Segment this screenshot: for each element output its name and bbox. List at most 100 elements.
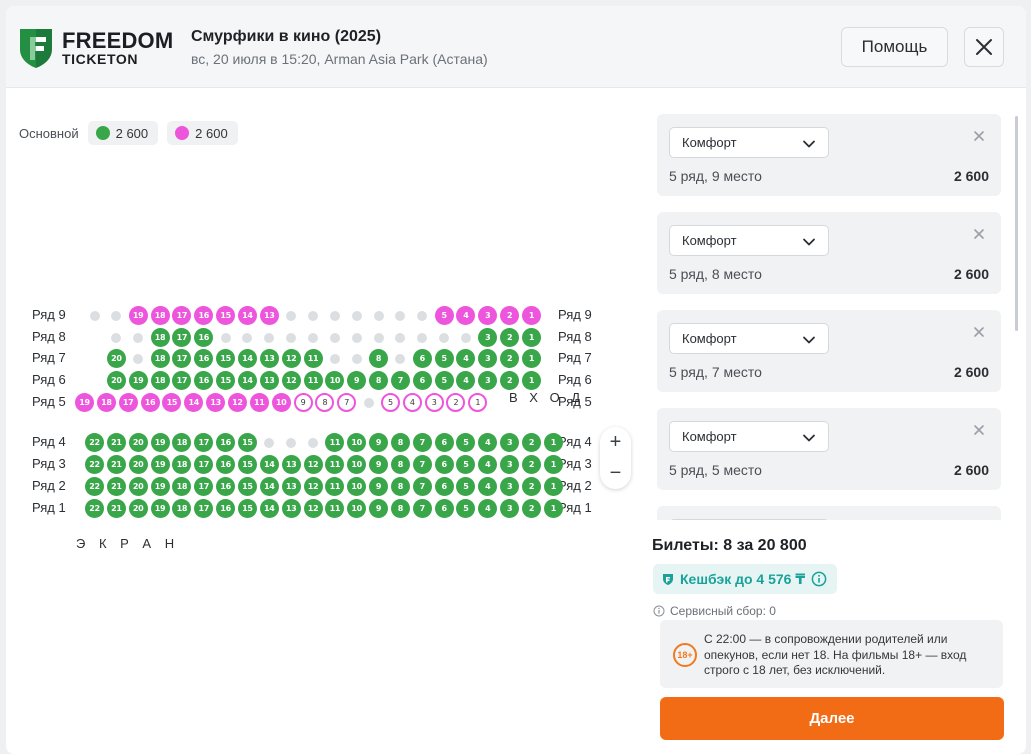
seat[interactable]: 2	[500, 328, 520, 347]
seat[interactable]: 17	[172, 371, 192, 390]
selected-seat[interactable]: 8	[315, 393, 335, 412]
seat[interactable]: 20	[106, 349, 126, 368]
seat[interactable]: 1	[543, 455, 563, 474]
seat[interactable]: 11	[249, 393, 269, 412]
seat[interactable]: 21	[106, 477, 126, 496]
seat[interactable]: 8	[369, 349, 389, 368]
seat[interactable]: 22	[85, 433, 104, 452]
seat[interactable]: 12	[303, 499, 323, 518]
seat[interactable]: 14	[237, 306, 257, 325]
seat[interactable]: 7	[390, 371, 410, 390]
seat[interactable]: 14	[259, 455, 279, 474]
freedom-ticketon-logo[interactable]: FREEDOM TICKETON	[18, 27, 173, 69]
seat[interactable]: 13	[206, 393, 226, 412]
seat[interactable]: 5	[456, 455, 476, 474]
seat[interactable]: 17	[194, 455, 214, 474]
seat[interactable]: 1	[543, 477, 563, 496]
seat[interactable]: 17	[194, 477, 214, 496]
seat[interactable]: 1	[522, 306, 541, 325]
next-button[interactable]: Далее	[660, 697, 1004, 740]
seat[interactable]: 16	[216, 455, 236, 474]
seat[interactable]: 4	[456, 306, 476, 325]
help-button[interactable]: Помощь	[841, 27, 948, 67]
seat[interactable]: 15	[237, 433, 257, 452]
ticket-type-select[interactable]: Комфорт	[669, 323, 829, 354]
seat[interactable]: 11	[303, 349, 323, 368]
seat[interactable]: 3	[500, 433, 520, 452]
seat[interactable]: 4	[478, 477, 498, 496]
seat[interactable]: 12	[303, 455, 323, 474]
seat[interactable]: 18	[172, 499, 192, 518]
seat[interactable]: 6	[434, 455, 454, 474]
seat[interactable]: 3	[478, 328, 498, 347]
seat[interactable]: 8	[390, 477, 410, 496]
ticket-type-select[interactable]: Комфорт	[669, 225, 829, 256]
ticket-type-select[interactable]: Комфорт	[669, 421, 829, 452]
seat[interactable]: 5	[434, 349, 454, 368]
seat[interactable]: 14	[184, 393, 204, 412]
selected-seat[interactable]: 3	[424, 393, 444, 412]
seat[interactable]: 22	[85, 455, 104, 474]
seat[interactable]: 18	[150, 328, 170, 347]
seat[interactable]: 2	[522, 455, 541, 474]
seat[interactable]: 19	[128, 306, 148, 325]
seat[interactable]: 7	[412, 499, 432, 518]
seat[interactable]: 1	[522, 328, 541, 347]
seat[interactable]: 16	[140, 393, 160, 412]
selected-seat[interactable]: 2	[446, 393, 466, 412]
seat[interactable]: 14	[259, 477, 279, 496]
seat[interactable]: 4	[456, 371, 476, 390]
seat[interactable]: 13	[259, 349, 279, 368]
legend-chip-pink[interactable]: 2 600	[167, 121, 238, 145]
seat[interactable]: 16	[194, 371, 214, 390]
selected-seat[interactable]: 7	[337, 393, 357, 412]
seat[interactable]: 9	[369, 455, 389, 474]
seat[interactable]: 1	[543, 499, 563, 518]
selected-tickets-panel[interactable]: Комфорт 5 ряд, 9 место 2 600 Комфорт 5 ряд, …	[651, 110, 1021, 520]
seat[interactable]: 1	[543, 433, 563, 452]
seat[interactable]: 10	[347, 477, 367, 496]
info-icon[interactable]	[811, 571, 827, 587]
seat[interactable]: 18	[172, 433, 192, 452]
selected-seat[interactable]: 9	[293, 393, 313, 412]
legend-chip-green[interactable]: 2 600	[87, 121, 159, 145]
seat[interactable]: 17	[172, 306, 192, 325]
remove-ticket-icon[interactable]	[973, 228, 985, 240]
seat[interactable]: 5	[434, 306, 454, 325]
seat[interactable]: 17	[118, 393, 138, 412]
seat[interactable]: 13	[281, 455, 301, 474]
seat[interactable]: 8	[390, 433, 410, 452]
seat[interactable]: 3	[478, 349, 498, 368]
seat[interactable]: 15	[216, 349, 236, 368]
seat[interactable]: 3	[478, 371, 498, 390]
seat[interactable]: 17	[172, 328, 192, 347]
seat[interactable]: 13	[281, 499, 301, 518]
seat[interactable]: 3	[500, 499, 520, 518]
zoom-in-button[interactable]: +	[609, 431, 622, 453]
seat[interactable]: 6	[434, 477, 454, 496]
seat[interactable]: 13	[259, 371, 279, 390]
seat[interactable]: 4	[478, 455, 498, 474]
seat[interactable]: 10	[271, 393, 291, 412]
seat[interactable]: 2	[500, 306, 520, 325]
seat[interactable]: 2	[522, 477, 541, 496]
seat[interactable]: 7	[412, 477, 432, 496]
seat[interactable]: 18	[150, 306, 170, 325]
seat[interactable]: 22	[85, 477, 104, 496]
seat[interactable]: 15	[216, 306, 236, 325]
seat[interactable]: 19	[128, 371, 148, 390]
seat[interactable]: 5	[456, 433, 476, 452]
seat[interactable]: 19	[150, 477, 170, 496]
seat[interactable]: 21	[106, 433, 126, 452]
seat[interactable]: 21	[106, 455, 126, 474]
seat[interactable]: 5	[456, 477, 476, 496]
seat[interactable]: 2	[500, 371, 520, 390]
seat[interactable]: 14	[259, 499, 279, 518]
seat[interactable]: 10	[325, 371, 345, 390]
seat[interactable]: 11	[325, 499, 345, 518]
seat[interactable]: 6	[434, 499, 454, 518]
seat[interactable]: 6	[412, 349, 432, 368]
seat[interactable]: 7	[412, 433, 432, 452]
selected-seat[interactable]: 1	[468, 393, 488, 412]
seat[interactable]: 2	[522, 433, 541, 452]
